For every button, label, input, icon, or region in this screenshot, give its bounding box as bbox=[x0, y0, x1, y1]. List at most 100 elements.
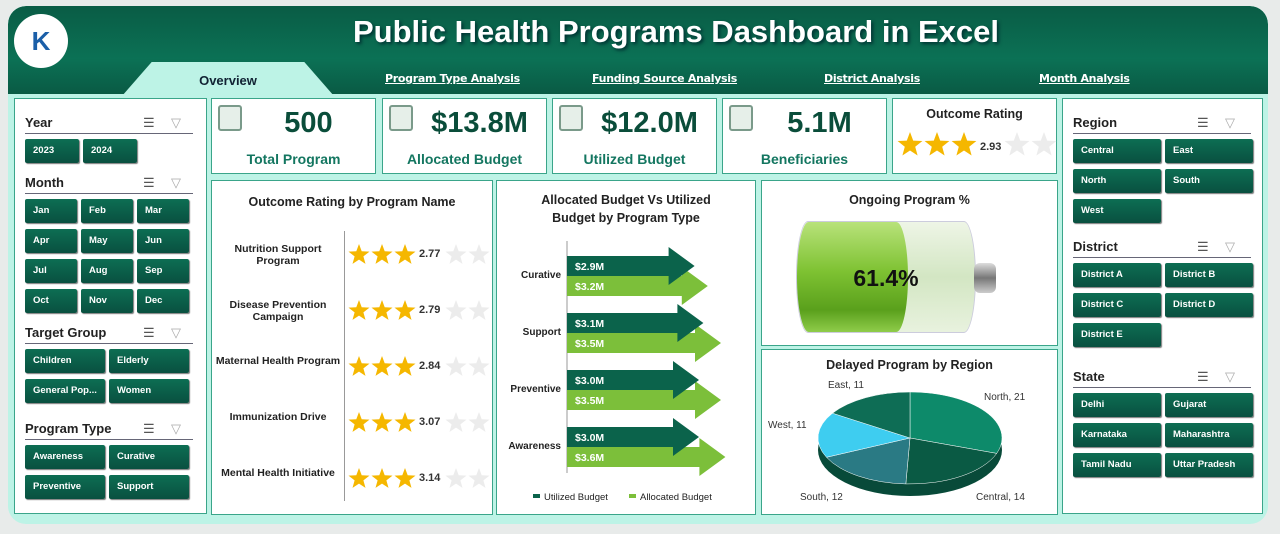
slicer-button-2024[interactable]: 2024 bbox=[83, 139, 137, 163]
slicer-button-preventive[interactable]: Preventive bbox=[25, 475, 105, 499]
pie-label-north: North, 21 bbox=[984, 392, 1026, 403]
slicer-title-district: District bbox=[1073, 239, 1118, 254]
chart-title: Outcome Rating by Program Name bbox=[248, 195, 456, 209]
slicer-button-2023[interactable]: 2023 bbox=[25, 139, 79, 163]
slicer-button-apr[interactable]: Apr bbox=[25, 229, 77, 253]
rating-star-mark bbox=[445, 244, 467, 264]
rating-star-mark-row bbox=[348, 467, 513, 489]
battery-fill bbox=[797, 222, 908, 332]
slicer-button-north[interactable]: North bbox=[1073, 169, 1161, 193]
category-label: Curative bbox=[521, 270, 561, 281]
multi-select-icon[interactable]: ☰ bbox=[1197, 115, 1209, 130]
slicer-button-district-a[interactable]: District A bbox=[1073, 263, 1161, 287]
slicer-button-south[interactable]: South bbox=[1165, 169, 1253, 193]
slicer-button-nov[interactable]: Nov bbox=[81, 289, 133, 313]
tab-program-type-analysis[interactable]: Program Type Analysis bbox=[385, 72, 520, 85]
clear-filter-icon[interactable]: ▽ bbox=[171, 325, 181, 340]
slicer-button-dec[interactable]: Dec bbox=[137, 289, 189, 313]
ongoing-percent-label: 61.4% bbox=[853, 265, 919, 291]
kpi-value: 5.1M bbox=[787, 107, 852, 139]
slicer-button-central[interactable]: Central bbox=[1073, 139, 1161, 163]
slicer-button-maharashtra[interactable]: Maharashtra bbox=[1165, 423, 1253, 447]
rating-star-mark bbox=[445, 356, 467, 376]
slicer-button-district-e[interactable]: District E bbox=[1073, 323, 1161, 347]
tab-district-analysis[interactable]: District Analysis bbox=[824, 72, 920, 85]
slicer-button-tamil-nadu[interactable]: Tamil Nadu bbox=[1073, 453, 1161, 477]
clear-filter-icon[interactable]: ▽ bbox=[171, 175, 181, 190]
chart-title: Ongoing Program % bbox=[849, 193, 970, 207]
kpi-label: Allocated Budget bbox=[406, 151, 523, 167]
slicer-button-jun[interactable]: Jun bbox=[137, 229, 189, 253]
slicer-button-jan[interactable]: Jan bbox=[25, 199, 77, 223]
slicer-button-east[interactable]: East bbox=[1165, 139, 1253, 163]
slicer-button-oct[interactable]: Oct bbox=[25, 289, 77, 313]
rating-data-label: 2.77 bbox=[419, 248, 441, 260]
slicer-button-district-b[interactable]: District B bbox=[1165, 263, 1253, 287]
clear-filter-icon[interactable]: ▽ bbox=[1225, 115, 1235, 130]
slicer-button-general-pop-[interactable]: General Pop... bbox=[25, 379, 105, 403]
multi-select-icon[interactable]: ☰ bbox=[1197, 239, 1209, 254]
rating-star-mark bbox=[394, 244, 416, 264]
rating-data-label: 2.79 bbox=[419, 304, 441, 316]
rating-star-mark bbox=[394, 412, 416, 432]
rating-star-mark bbox=[445, 300, 467, 320]
star-icon bbox=[924, 132, 950, 156]
slicer-button-support[interactable]: Support bbox=[109, 475, 189, 499]
left-slicer-panel: Year ☰ ▽ 2023 2024 Month ☰ ▽ Jan Feb Mar Apr May Jun J… bbox=[14, 98, 207, 514]
slicer-button-delhi[interactable]: Delhi bbox=[1073, 393, 1161, 417]
rating-star-mark bbox=[468, 412, 490, 432]
multi-select-icon[interactable]: ☰ bbox=[143, 421, 155, 436]
tab-overview[interactable]: Overview bbox=[122, 62, 334, 96]
slicer-button-awareness[interactable]: Awareness bbox=[25, 445, 105, 469]
rating-star-mark bbox=[394, 356, 416, 376]
slicer-button-district-c[interactable]: District C bbox=[1073, 293, 1161, 317]
slicer-button-feb[interactable]: Feb bbox=[81, 199, 133, 223]
pie-slice-south bbox=[825, 437, 911, 485]
right-slicer-panel: Region ☰ ▽ Central East North South West Distric… bbox=[1062, 98, 1263, 514]
clear-filter-icon[interactable]: ▽ bbox=[1225, 369, 1235, 384]
slicer-button-elderly[interactable]: Elderly bbox=[109, 349, 189, 373]
tab-funding-source-analysis[interactable]: Funding Source Analysis bbox=[592, 72, 738, 85]
slicer-button-may[interactable]: May bbox=[81, 229, 133, 253]
pie-slice-central bbox=[905, 437, 998, 485]
star-icon bbox=[1004, 132, 1030, 156]
allocated-arrow-label: $3.2M bbox=[575, 281, 604, 293]
divider bbox=[1073, 133, 1251, 134]
allocated-arrow bbox=[567, 438, 726, 476]
pie-slice-east bbox=[831, 391, 911, 439]
slicer-button-district-d[interactable]: District D bbox=[1165, 293, 1253, 317]
slicer-button-karnataka[interactable]: Karnataka bbox=[1073, 423, 1161, 447]
slicer-title-region: Region bbox=[1073, 115, 1118, 130]
multi-select-icon[interactable]: ☰ bbox=[143, 115, 155, 130]
utilized-arrow bbox=[567, 418, 699, 456]
rating-star-mark bbox=[394, 300, 416, 320]
clear-filter-icon[interactable]: ▽ bbox=[171, 421, 181, 436]
slicer-button-mar[interactable]: Mar bbox=[137, 199, 189, 223]
category-label: Awareness bbox=[508, 441, 561, 452]
rating-star-mark bbox=[468, 468, 490, 488]
rating-star-mark bbox=[371, 412, 393, 432]
slicer-button-women[interactable]: Women bbox=[109, 379, 189, 403]
utilized-arrow bbox=[567, 361, 699, 399]
slicer-button-gujarat[interactable]: Gujarat bbox=[1165, 393, 1253, 417]
money-hand-icon bbox=[389, 105, 413, 131]
slicer-button-uttar-pradesh[interactable]: Uttar Pradesh bbox=[1165, 453, 1253, 477]
tab-month-analysis[interactable]: Month Analysis bbox=[1039, 72, 1130, 85]
multi-select-icon[interactable]: ☰ bbox=[143, 175, 155, 190]
slicer-button-aug[interactable]: Aug bbox=[81, 259, 133, 283]
slicer-button-sep[interactable]: Sep bbox=[137, 259, 189, 283]
legend-swatch bbox=[533, 494, 540, 498]
multi-select-icon[interactable]: ☰ bbox=[143, 325, 155, 340]
slicer-button-jul[interactable]: Jul bbox=[25, 259, 77, 283]
budget-arrows: $3.2M $2.9M Curative $3.5M $3.1M Support $3.5M… bbox=[508, 241, 726, 503]
category-label: Support bbox=[523, 327, 562, 338]
multi-select-icon[interactable]: ☰ bbox=[1197, 369, 1209, 384]
clear-filter-icon[interactable]: ▽ bbox=[1225, 239, 1235, 254]
slicer-button-curative[interactable]: Curative bbox=[109, 445, 189, 469]
divider bbox=[25, 343, 193, 344]
slicer-button-west[interactable]: West bbox=[1073, 199, 1161, 223]
clear-filter-icon[interactable]: ▽ bbox=[171, 115, 181, 130]
budget-comparison-chart: Allocated Budget Vs Utilized Budget by P… bbox=[496, 180, 756, 515]
slicer-button-children[interactable]: Children bbox=[25, 349, 105, 373]
utilized-arrow-label: $3.0M bbox=[575, 432, 604, 444]
